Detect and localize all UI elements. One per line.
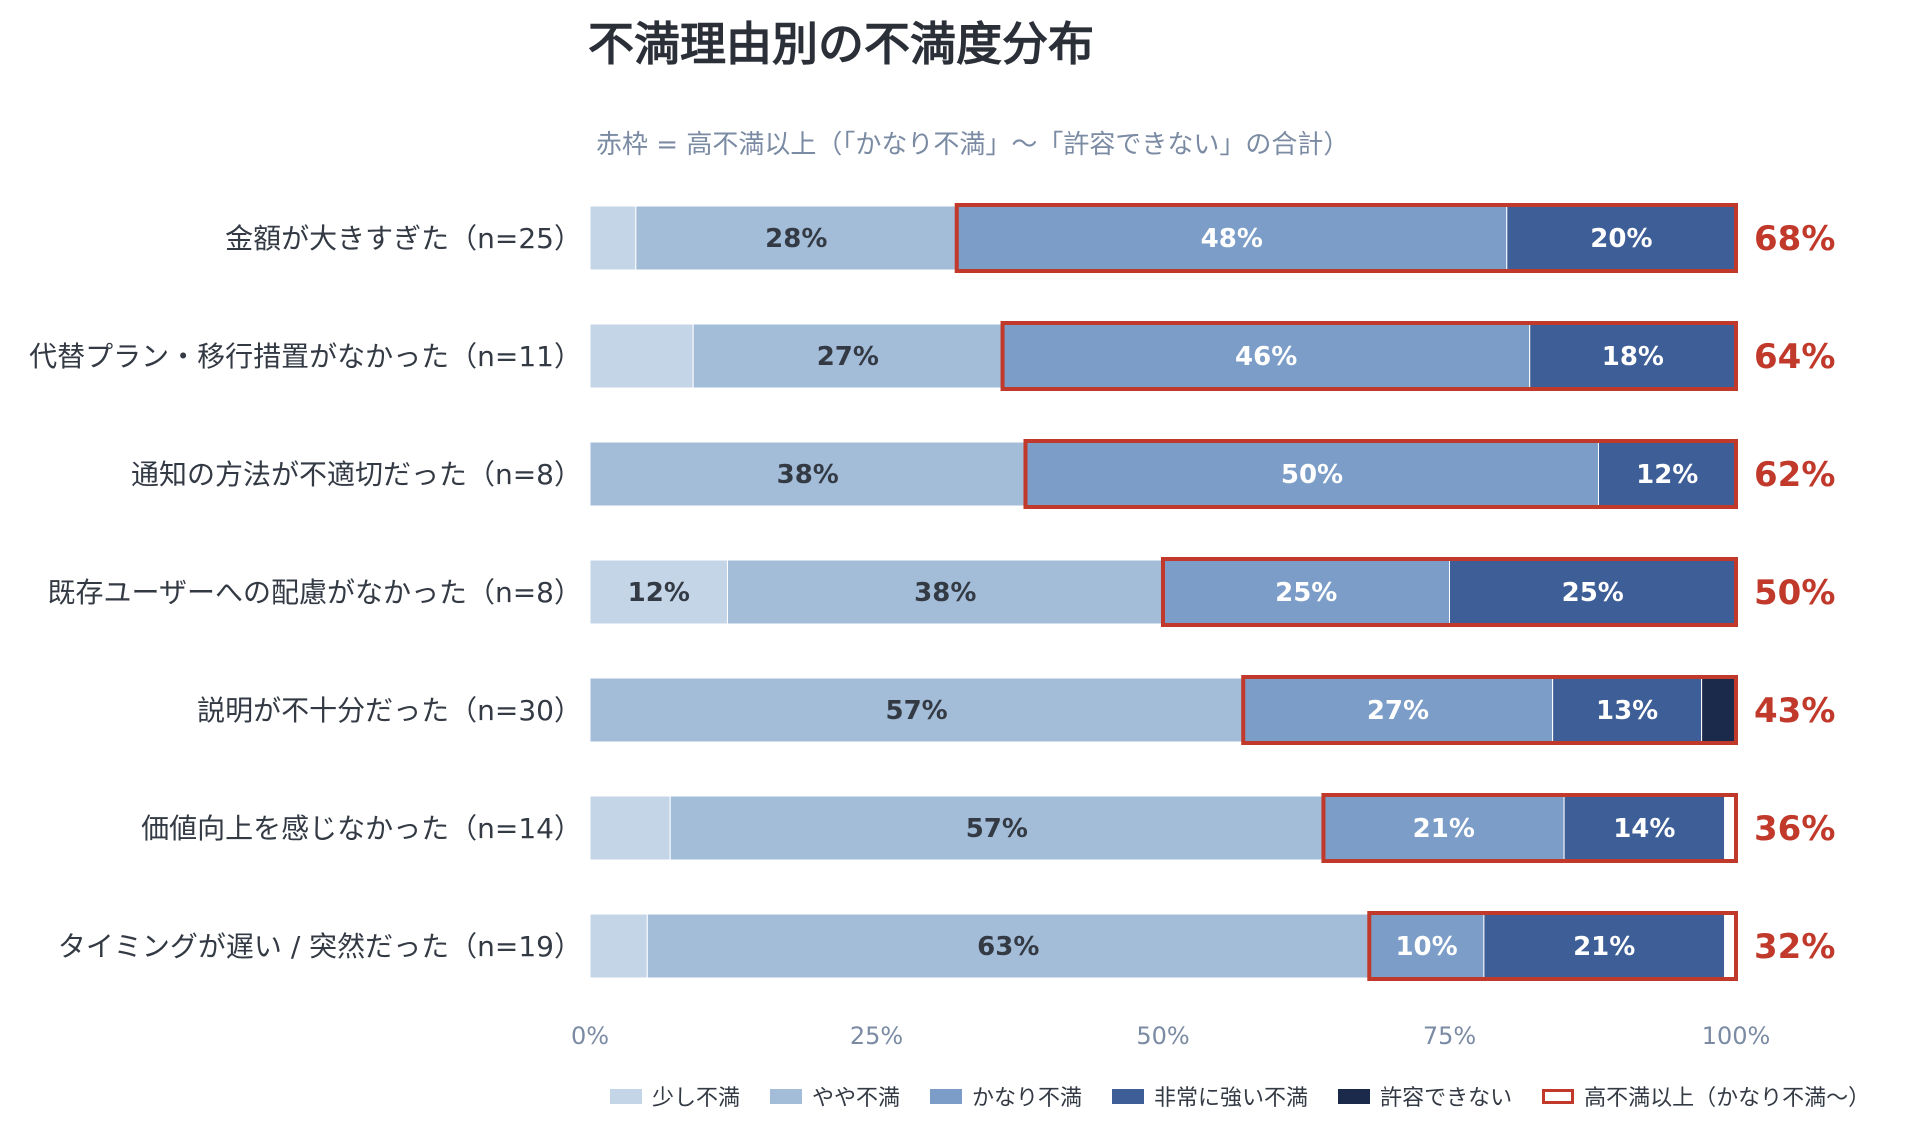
bar-segment [1506, 205, 1737, 271]
bar-segment [589, 559, 729, 625]
total-label: 32% [1754, 927, 1835, 967]
data-label: 25% [1562, 578, 1624, 608]
category-label: 価値向上を感じなかった（n=14） [141, 812, 582, 845]
bar-segment [1529, 323, 1737, 389]
bar-segment [1024, 441, 1599, 507]
data-label: 10% [1395, 932, 1457, 962]
data-label: 46% [1235, 342, 1297, 372]
x-tick-label: 0% [571, 1022, 609, 1050]
legend-item-3: かなり不満 [930, 1080, 1082, 1112]
high-dissatisfaction-frame [1321, 793, 1738, 863]
total-label: 43% [1754, 691, 1835, 731]
legend-label-4: 非常に強い不満 [1154, 1086, 1309, 1111]
legend-swatch-4 [1112, 1088, 1145, 1104]
x-tick-label: 50% [1136, 1022, 1189, 1050]
category-label: 説明が不十分だった（n=30） [197, 694, 582, 727]
bar-segment [669, 795, 1324, 861]
legend-item-5: 許容できない [1338, 1080, 1512, 1112]
data-label: 18% [1602, 342, 1664, 372]
bar-segment [1701, 677, 1737, 743]
legend-swatch-1 [610, 1088, 642, 1104]
legend-label-2: やや不満 [812, 1086, 901, 1111]
data-label: 28% [765, 224, 827, 254]
legend-swatch-5 [1338, 1088, 1371, 1104]
total-label: 36% [1754, 809, 1835, 849]
total-label: 62% [1754, 455, 1835, 495]
bar-segment [646, 913, 1370, 979]
legend-item-highlight: 高不満以上（かなり不満～） [1542, 1080, 1870, 1112]
data-label: 21% [1413, 814, 1475, 844]
bar-segment [1483, 913, 1726, 979]
legend-label-highlight: 高不満以上（かなり不満～） [1584, 1086, 1871, 1111]
category-label: タイミングが遅い / 突然だった（n=19） [58, 930, 582, 963]
bar-segment [692, 323, 1004, 389]
bar-segment [589, 323, 694, 389]
category-label: 金額が大きすぎた（n=25） [225, 222, 582, 255]
high-dissatisfaction-frame [1023, 439, 1738, 509]
bar-segment [589, 795, 671, 861]
high-dissatisfaction-frame [1367, 911, 1739, 981]
data-label: 57% [885, 696, 947, 726]
bar-segment [1242, 677, 1554, 743]
category-label: 通知の方法が不適切だった（n=8） [131, 458, 582, 491]
data-label: 12% [628, 578, 690, 608]
legend-swatch-2 [770, 1088, 803, 1104]
high-dissatisfaction-frame [1241, 675, 1738, 745]
x-tick-label: 100% [1702, 1022, 1771, 1050]
data-label: 38% [914, 578, 976, 608]
legend-label-5: 許容できない [1380, 1086, 1513, 1111]
chart-title: 不満理由別の不満度分布 [588, 17, 1094, 71]
bar-segment [727, 559, 1164, 625]
bar-segment [1322, 795, 1565, 861]
data-label: 50% [1281, 460, 1343, 490]
bar-segment [1449, 559, 1737, 625]
data-label: 25% [1275, 578, 1337, 608]
data-label: 14% [1613, 814, 1675, 844]
bar-segment [635, 205, 958, 271]
total-label: 50% [1754, 573, 1835, 613]
data-label: 21% [1573, 932, 1635, 962]
bar-segment [589, 205, 637, 271]
bar-segment [589, 913, 648, 979]
bar-segment [589, 677, 1244, 743]
legend-item-4: 非常に強い不満 [1112, 1080, 1308, 1112]
data-label: 57% [966, 814, 1028, 844]
bar-segment [1162, 559, 1450, 625]
legend-label-1: 少し不満 [652, 1086, 741, 1111]
data-label: 63% [977, 932, 1039, 962]
x-tick-label: 25% [850, 1022, 903, 1050]
data-label: 12% [1636, 460, 1698, 490]
high-dissatisfaction-frame [1000, 321, 1738, 391]
data-label: 38% [777, 460, 839, 490]
category-label: 既存ユーザーへの配慮がなかった（n=8） [48, 576, 582, 609]
data-label: 48% [1201, 224, 1263, 254]
legend-label-3: かなり不満 [972, 1086, 1083, 1111]
bar-segment [1552, 677, 1703, 743]
data-label: 27% [817, 342, 879, 372]
legend-item-1: 少し不満 [610, 1080, 740, 1112]
category-label: 代替プラン・移行措置がなかった（n=11） [29, 340, 582, 373]
x-tick-label: 75% [1423, 1022, 1476, 1050]
legend-item-2: やや不満 [770, 1080, 900, 1112]
data-label: 27% [1367, 696, 1429, 726]
legend-swatch-3 [930, 1088, 963, 1104]
high-dissatisfaction-frame [1161, 557, 1738, 627]
chart-subtitle: 赤枠 = 高不満以上（「かなり不満」～「許容できない」の合計） [596, 130, 1350, 160]
data-label: 13% [1596, 696, 1658, 726]
total-label: 64% [1754, 337, 1835, 377]
legend: 少し不満 やや不満 かなり不満 非常に強い不満 許容できない 高不満以上（かなり… [610, 1080, 1900, 1112]
total-label: 68% [1754, 219, 1835, 259]
data-label: 20% [1590, 224, 1652, 254]
bar-segment [589, 441, 1026, 507]
legend-swatch-highlight [1542, 1088, 1575, 1104]
high-dissatisfaction-frame [954, 203, 1738, 273]
